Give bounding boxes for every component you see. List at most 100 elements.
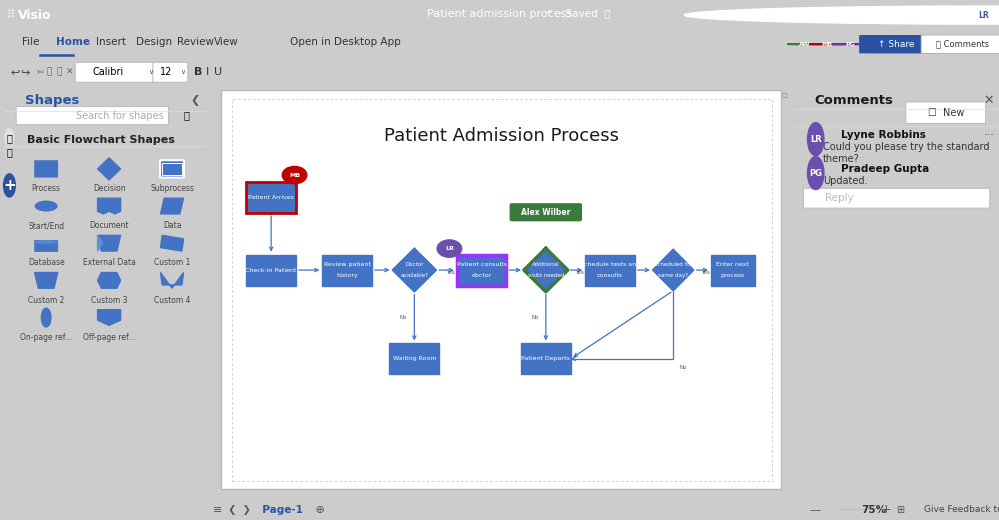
Text: theme?: theme? — [823, 154, 859, 164]
Text: External Data: External Data — [83, 258, 136, 267]
Text: Could you please try the standard: Could you please try the standard — [823, 142, 989, 152]
Text: View: View — [214, 37, 239, 47]
Text: Open in Desktop App: Open in Desktop App — [290, 37, 401, 47]
Text: Review patient: Review patient — [324, 262, 371, 267]
Text: ⊞: ⊞ — [896, 504, 904, 515]
Circle shape — [807, 157, 824, 189]
Text: ≡: ≡ — [213, 504, 222, 515]
Polygon shape — [393, 249, 437, 292]
Text: File: File — [22, 37, 40, 47]
Text: Alex Wilber: Alex Wilber — [521, 208, 570, 217]
Text: MB: MB — [821, 42, 833, 47]
Text: 📋: 📋 — [7, 147, 12, 158]
Text: 🔍: 🔍 — [184, 111, 190, 121]
Text: Design: Design — [136, 37, 172, 47]
Text: ◻: ◻ — [781, 92, 787, 98]
Text: Reply: Reply — [825, 193, 854, 203]
Text: Review: Review — [177, 37, 214, 47]
Text: Yes: Yes — [701, 270, 709, 275]
Text: ∨: ∨ — [148, 69, 153, 75]
Text: ✕: ✕ — [983, 94, 994, 107]
Text: Additional: Additional — [532, 262, 559, 267]
Text: ☐  New: ☐ New — [927, 108, 964, 118]
Text: Calibri: Calibri — [92, 67, 124, 77]
Text: 👤: 👤 — [7, 133, 12, 143]
Text: Doctor: Doctor — [406, 262, 424, 267]
Polygon shape — [161, 236, 184, 251]
Text: B: B — [194, 67, 202, 77]
Text: Pradeep Gupta: Pradeep Gupta — [841, 164, 929, 174]
Text: ⚙: ⚙ — [941, 9, 953, 21]
Text: ✕: ✕ — [66, 68, 74, 77]
FancyBboxPatch shape — [153, 62, 188, 82]
Text: Custom 4: Custom 4 — [154, 296, 190, 305]
Text: available?: available? — [401, 273, 429, 278]
Text: Give Feedback to Microsoft: Give Feedback to Microsoft — [924, 505, 999, 514]
Polygon shape — [98, 198, 121, 214]
Text: Custom 3: Custom 3 — [91, 296, 127, 305]
Text: +: + — [3, 178, 16, 193]
Text: LR: LR — [979, 10, 989, 20]
Text: Lyyne Robbins: Lyyne Robbins — [841, 129, 926, 140]
Text: ···: ··· — [983, 129, 994, 140]
Text: ↩: ↩ — [10, 67, 19, 77]
Text: · Saved  ⌵: · Saved ⌵ — [559, 8, 611, 19]
Text: PG: PG — [845, 42, 855, 47]
Text: Data: Data — [163, 222, 181, 230]
FancyBboxPatch shape — [585, 255, 635, 285]
Text: Basic Flowchart Shapes: Basic Flowchart Shapes — [27, 135, 175, 145]
Text: Enter next: Enter next — [716, 262, 749, 267]
Circle shape — [684, 6, 999, 24]
Circle shape — [809, 44, 845, 45]
FancyBboxPatch shape — [247, 255, 296, 285]
Text: Yes: Yes — [574, 270, 583, 275]
Text: Custom 1: Custom 1 — [154, 258, 190, 267]
Text: No: No — [400, 315, 408, 320]
Circle shape — [807, 123, 824, 155]
Text: +: + — [881, 503, 892, 516]
Text: ❮  ❯: ❮ ❯ — [222, 504, 251, 515]
FancyBboxPatch shape — [921, 35, 999, 54]
Text: I: I — [206, 67, 210, 77]
Ellipse shape — [35, 240, 58, 244]
FancyBboxPatch shape — [390, 343, 440, 374]
Text: Shapes: Shapes — [25, 94, 80, 107]
FancyBboxPatch shape — [222, 90, 781, 489]
FancyBboxPatch shape — [75, 62, 160, 82]
Text: visits needed: visits needed — [527, 273, 564, 278]
Text: 75%: 75% — [861, 504, 886, 515]
FancyBboxPatch shape — [521, 343, 570, 374]
Text: process: process — [720, 273, 745, 278]
Text: 12: 12 — [160, 67, 172, 77]
FancyBboxPatch shape — [16, 107, 169, 125]
Text: same day?: same day? — [658, 273, 688, 278]
Text: Patient admission process: Patient admission process — [427, 8, 572, 19]
Text: No: No — [531, 315, 538, 320]
Text: ————: ———— — [839, 506, 867, 513]
Polygon shape — [161, 272, 184, 288]
Text: 💬 Comments: 💬 Comments — [936, 40, 990, 49]
Text: LR: LR — [445, 246, 454, 251]
Text: Home: Home — [56, 37, 90, 47]
Text: Comments: Comments — [815, 94, 893, 107]
Text: Database: Database — [28, 258, 65, 267]
Text: ⬜: ⬜ — [47, 68, 52, 77]
Text: AW: AW — [799, 42, 811, 47]
Text: ∨: ∨ — [180, 69, 185, 75]
FancyBboxPatch shape — [34, 160, 58, 177]
Text: ⬛: ⬛ — [57, 68, 62, 77]
Polygon shape — [161, 198, 184, 214]
FancyBboxPatch shape — [247, 183, 296, 213]
Text: Check-in Patient: Check-in Patient — [246, 268, 297, 272]
Text: ✂: ✂ — [37, 68, 45, 77]
Text: Patient Departs: Patient Departs — [521, 356, 570, 361]
Polygon shape — [98, 310, 121, 326]
Text: PG: PG — [809, 168, 822, 177]
Text: No: No — [679, 365, 686, 370]
Polygon shape — [98, 158, 121, 180]
Ellipse shape — [35, 201, 58, 212]
Polygon shape — [98, 236, 121, 251]
Text: MB: MB — [289, 173, 300, 178]
Text: consults: consults — [597, 273, 623, 278]
Text: ❮: ❮ — [191, 95, 200, 106]
